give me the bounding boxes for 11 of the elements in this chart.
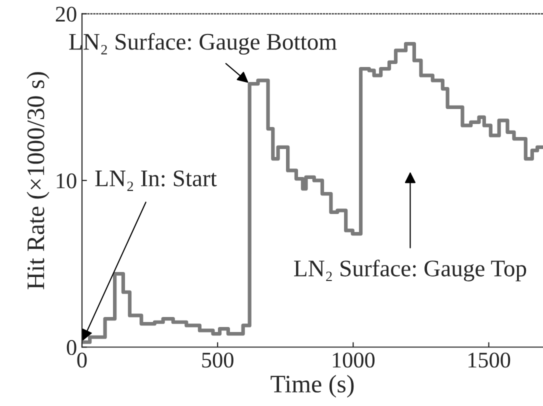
y-axis-title: Hit Rate (×1000/30 s) bbox=[26, 72, 50, 290]
annotation: LN₂ Surface: Gauge Top bbox=[294, 260, 526, 282]
y-tick-label: 20 bbox=[56, 6, 76, 22]
x-axis-title: Time (s) bbox=[270, 374, 354, 398]
x-tick-label: 0 bbox=[77, 352, 87, 368]
y-tick-label: 10 bbox=[56, 173, 76, 188]
y-tick-label: 0 bbox=[66, 340, 76, 356]
annotation: LN₂ In: Start bbox=[95, 170, 217, 191]
x-tick-label: 1500 bbox=[468, 352, 510, 368]
x-tick-label: 500 bbox=[202, 352, 234, 368]
x-tick-label: 1000 bbox=[332, 352, 375, 368]
